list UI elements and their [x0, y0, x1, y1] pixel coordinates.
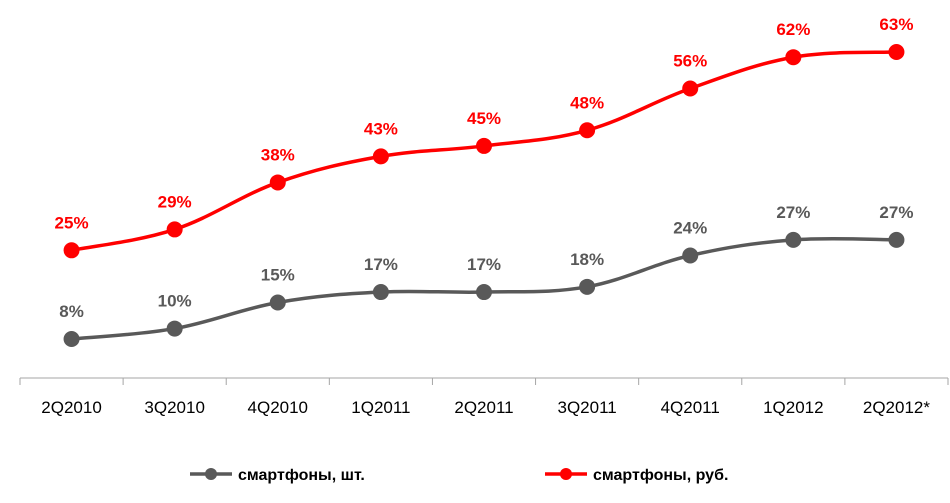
- legend-swatch-marker: [205, 468, 217, 480]
- data-point: [269, 294, 286, 311]
- data-label: 8%: [59, 302, 84, 321]
- x-tick-label: 4Q2011: [661, 398, 720, 417]
- data-point: [785, 231, 802, 248]
- data-point: [682, 247, 699, 264]
- data-point: [579, 122, 596, 139]
- data-label: 62%: [776, 20, 810, 39]
- data-point: [63, 331, 80, 347]
- data-point: [476, 137, 492, 154]
- x-tick-label: 3Q2011: [557, 398, 616, 417]
- data-label: 25%: [55, 213, 89, 232]
- data-point: [166, 221, 183, 238]
- data-label: 63%: [879, 15, 913, 34]
- data-point: [785, 49, 802, 66]
- data-label: 56%: [673, 52, 707, 71]
- x-tick-label: 2Q2010: [41, 398, 102, 417]
- data-point: [476, 284, 492, 301]
- x-tick-label: 1Q2012: [763, 398, 824, 417]
- x-axis: 2Q2010 3Q2010 4Q2010 1Q2011 2Q2011 3Q2011 4Q20…: [19, 377, 949, 417]
- legend-swatch-marker: [560, 468, 572, 480]
- series-rubles: 25% 29% 38% 43% 45% 48% 56% 62% 63%: [55, 15, 913, 259]
- x-tick-label: 3Q2010: [144, 398, 205, 417]
- data-point: [682, 80, 699, 97]
- data-label: 24%: [673, 219, 707, 238]
- data-point: [372, 148, 389, 165]
- legend-label: смартфоны, руб.: [593, 467, 728, 484]
- data-point: [166, 320, 183, 337]
- data-label: 17%: [364, 255, 398, 274]
- legend-item-units: смартфоны, шт.: [190, 467, 365, 484]
- series-layer: 8% 10% 15% 17% 17% 18% 24% 27% 27% 25% 29% 38% 43% 45…: [55, 15, 913, 347]
- series-units: 8% 10% 15% 17% 17% 18% 24% 27% 27%: [59, 203, 913, 347]
- x-tick-label: 4Q2010: [248, 398, 309, 417]
- data-point: [269, 174, 286, 191]
- data-point: [372, 284, 389, 301]
- data-label: 45%: [467, 109, 501, 128]
- data-label: 17%: [467, 255, 501, 274]
- data-point: [888, 231, 905, 248]
- data-point: [63, 242, 80, 259]
- legend-item-rubles: смартфоны, руб.: [545, 467, 728, 484]
- data-label: 10%: [158, 292, 192, 311]
- data-label: 18%: [570, 250, 604, 269]
- data-label: 38%: [261, 145, 295, 164]
- data-label: 15%: [261, 265, 295, 284]
- data-label: 43%: [364, 119, 398, 138]
- data-label: 27%: [776, 203, 810, 222]
- data-point: [888, 44, 905, 60]
- data-label: 27%: [879, 203, 913, 222]
- x-tick-label: 1Q2011: [351, 398, 410, 417]
- data-label: 48%: [570, 93, 604, 112]
- legend-label: смартфоны, шт.: [238, 467, 365, 484]
- data-point: [579, 278, 596, 295]
- x-tick-label: 2Q2012*: [863, 398, 930, 417]
- x-tick-label: 2Q2011: [454, 398, 513, 417]
- data-label: 29%: [158, 192, 192, 211]
- legend: смартфоны, шт. смартфоны, руб.: [190, 467, 728, 484]
